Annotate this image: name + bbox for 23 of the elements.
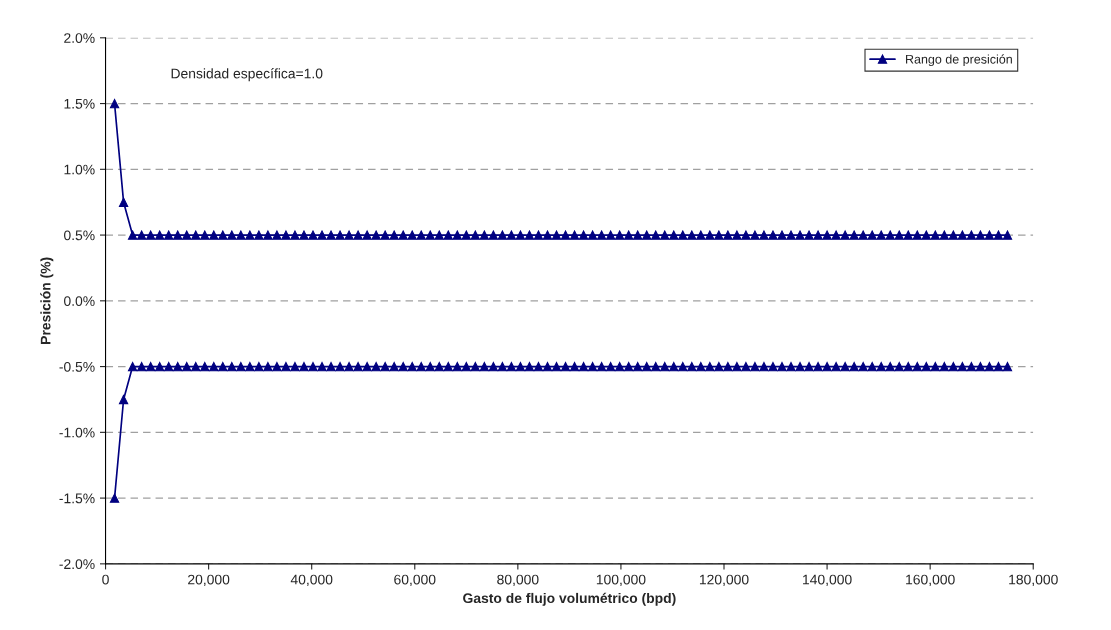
y-tick-label: -1.5% (59, 493, 95, 504)
y-tick-label: -2.0% (59, 559, 95, 570)
x-tick-label: 80,000 (497, 574, 539, 587)
x-tick-label: 0 (102, 574, 109, 585)
x-tick-label: 60,000 (394, 574, 436, 587)
y-tick-label: -0.5% (59, 361, 95, 372)
y-tick-label: 1.0% (64, 164, 95, 175)
y-tick-label: 0.5% (64, 230, 95, 241)
legend-label: Rango de presición (906, 54, 1012, 67)
x-tick-label: 20,000 (188, 574, 230, 587)
x-tick-label: 140,000 (803, 574, 852, 587)
y-axis-title: Presición (%) (40, 257, 54, 344)
y-tick-label: 2.0% (64, 33, 95, 43)
x-tick-label: 40,000 (290, 574, 333, 587)
annotation: Densidad específica=1.0 (171, 68, 323, 82)
y-tick-label: 1.5% (64, 98, 95, 109)
x-tick-label: 160,000 (906, 574, 955, 587)
x-tick-label: 120,000 (699, 574, 749, 587)
x-tick-label: 100,000 (596, 574, 646, 587)
x-axis-title: Gasto de flujo volumétrico (bpd) (463, 592, 676, 606)
y-tick-label: -1.0% (59, 427, 95, 438)
y-tick-label: 0.0% (64, 296, 95, 306)
x-tick-label: 180,000 (1009, 574, 1058, 587)
